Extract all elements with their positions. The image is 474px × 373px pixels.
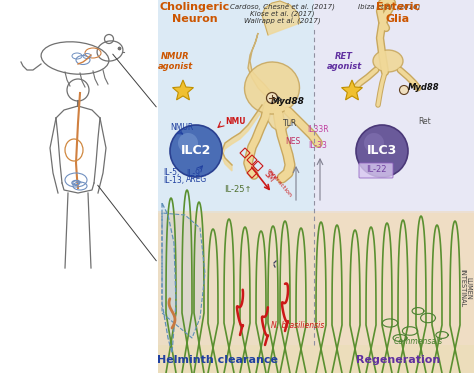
Text: Myd88: Myd88	[408, 84, 439, 93]
Circle shape	[364, 133, 384, 153]
Text: Myd88: Myd88	[271, 97, 305, 106]
Text: IL-13,: IL-13,	[163, 176, 184, 185]
Text: Ibiza et al. (2016): Ibiza et al. (2016)	[358, 3, 420, 10]
Text: Klose et al. (2017): Klose et al. (2017)	[250, 10, 314, 17]
Text: Wallrapp et al. (2017): Wallrapp et al. (2017)	[244, 17, 320, 23]
Text: IL33R: IL33R	[307, 125, 329, 134]
Text: TLR: TLR	[283, 119, 297, 129]
Text: Regeneration: Regeneration	[356, 355, 440, 365]
Text: agonist: agonist	[327, 62, 362, 71]
Text: Ret: Ret	[418, 116, 431, 125]
Text: ILC3: ILC3	[367, 144, 397, 157]
Polygon shape	[162, 213, 205, 338]
Bar	[0, 0, 158, 373]
Text: IL-25↑: IL-25↑	[224, 185, 252, 194]
Bar	[158, 0, 314, 373]
Circle shape	[178, 133, 198, 153]
Text: AREG: AREG	[186, 176, 207, 185]
Text: RET: RET	[335, 52, 353, 61]
Text: SM: SM	[262, 170, 276, 184]
Text: NMUR: NMUR	[161, 52, 189, 61]
Text: N. brasiliensis: N. brasiliensis	[272, 320, 325, 329]
Text: Cardoso, Chesné et al. (2017): Cardoso, Chesné et al. (2017)	[229, 3, 335, 10]
Polygon shape	[342, 80, 363, 100]
Text: NMUR: NMUR	[170, 122, 193, 132]
Circle shape	[170, 125, 222, 177]
Text: NMU: NMU	[225, 116, 246, 125]
Text: LUMEN: LUMEN	[465, 277, 471, 300]
Polygon shape	[262, 1, 300, 35]
Circle shape	[356, 125, 408, 177]
Circle shape	[400, 85, 409, 94]
Text: Commensals: Commensals	[393, 336, 443, 345]
Text: Cholingeric
Neuron: Cholingeric Neuron	[160, 2, 230, 23]
Polygon shape	[248, 33, 292, 131]
Text: agonist: agonist	[157, 62, 192, 71]
Circle shape	[266, 93, 277, 103]
Text: IL-9: IL-9	[186, 169, 200, 178]
Ellipse shape	[245, 62, 300, 114]
Polygon shape	[222, 105, 262, 171]
Bar	[158, 211, 474, 373]
Bar	[158, 345, 474, 373]
Text: NES: NES	[285, 137, 301, 145]
Ellipse shape	[373, 50, 403, 72]
Polygon shape	[173, 80, 193, 100]
Text: IL-22: IL-22	[366, 166, 386, 175]
Bar	[314, 0, 474, 373]
Polygon shape	[162, 203, 176, 353]
Bar	[158, 213, 474, 373]
Text: INTESTINAL: INTESTINAL	[459, 269, 465, 307]
Text: IL-5,: IL-5,	[163, 169, 179, 178]
Text: contraction: contraction	[266, 167, 293, 198]
FancyBboxPatch shape	[359, 163, 393, 178]
Text: ILC2: ILC2	[181, 144, 211, 157]
Text: IL-33: IL-33	[309, 141, 328, 150]
Text: Helminth clearance: Helminth clearance	[157, 355, 279, 365]
Text: Enteric
Glia: Enteric Glia	[376, 2, 420, 23]
